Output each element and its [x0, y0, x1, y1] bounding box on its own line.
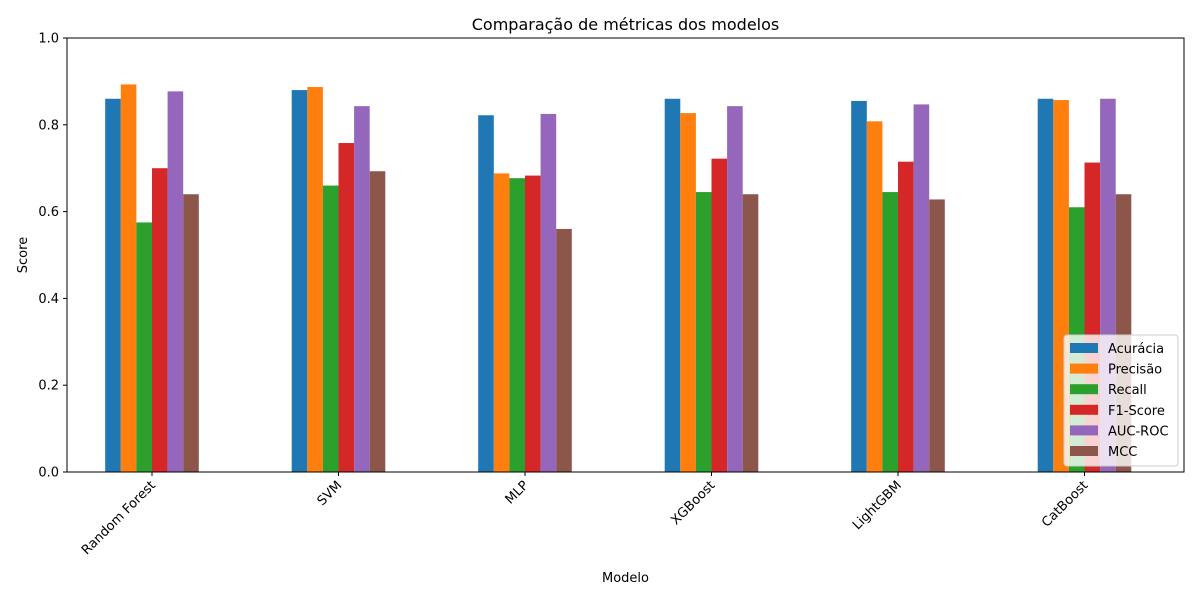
bar-acur-cia-xgboost [664, 98, 681, 472]
legend-swatch [1070, 404, 1098, 415]
bar-acur-cia-lightgbm [851, 100, 867, 473]
y-tick-label: 0.4 [38, 292, 59, 307]
bar-acur-cia-random-forest [105, 98, 121, 472]
bar-f1-score-svm [338, 143, 355, 472]
bar-recall-svm [322, 185, 339, 472]
bar-acur-cia-mlp [478, 115, 494, 472]
plot-area-frame [66, 37, 1185, 473]
x-tick-label: CatBoost [1039, 478, 1091, 530]
bar-auc-roc-svm [354, 106, 370, 472]
bar-f1-score-xgboost [711, 158, 728, 472]
legend-label: Precisão [1108, 363, 1162, 378]
legend-swatch [1070, 343, 1098, 353]
legend-swatch [1070, 384, 1098, 395]
x-axis: Random Forest SVM MLP XGBoost LightGBM CatBoo… [79, 472, 1091, 558]
legend-label: Acurácia [1108, 342, 1164, 357]
bar-mcc-lightgbm [929, 199, 945, 472]
legend-label: Recall [1108, 383, 1147, 398]
bar-f1-score-lightgbm [898, 161, 914, 472]
y-axis-label: Score [16, 237, 31, 273]
bar-acur-cia-svm [291, 90, 308, 472]
x-tick-label: MLP [503, 478, 532, 507]
bar-acur-cia-catboost [1037, 98, 1054, 472]
bar-precis-o-svm [307, 87, 323, 472]
y-axis: 0.0 0.2 0.4 0.6 0.8 1.0 [38, 32, 67, 481]
legend-label: AUC-ROC [1108, 424, 1169, 439]
chart-title: Comparação de métricas dos modelos [472, 15, 780, 34]
bar-mcc-random-forest [183, 194, 199, 473]
legend-label: MCC [1108, 445, 1137, 460]
x-tick-label: XGBoost [668, 478, 718, 528]
bar-auc-roc-mlp [540, 113, 557, 472]
bar-auc-roc-random-forest [167, 91, 184, 472]
y-tick-label: 0.8 [38, 118, 59, 133]
y-tick-label: 0.0 [38, 466, 59, 481]
x-axis-label: Modelo [602, 571, 649, 586]
bar-mcc-svm [369, 171, 386, 473]
x-tick-label: Random Forest [79, 478, 159, 558]
x-tick-label: LightGBM [850, 478, 905, 533]
bar-precis-o-random-forest [120, 84, 137, 472]
bar-recall-random-forest [136, 222, 152, 472]
bar-mcc-mlp [556, 228, 572, 472]
legend: Acurácia Precisão Recall F1-Score AUC-ROC MCC [1063, 334, 1179, 467]
legend-swatch [1070, 446, 1098, 456]
bar-mcc-xgboost [742, 194, 759, 473]
bar-auc-roc-lightgbm [913, 104, 930, 473]
bar-precis-o-mlp [493, 173, 510, 472]
legend-swatch [1070, 425, 1098, 436]
bar-precis-o-lightgbm [866, 121, 883, 472]
y-tick-label: 1.0 [38, 32, 59, 47]
bar-auc-roc-xgboost [727, 106, 743, 472]
bar-recall-xgboost [695, 192, 712, 472]
bar-recall-lightgbm [882, 192, 898, 472]
bar-recall-mlp [509, 178, 525, 472]
legend-swatch [1070, 363, 1098, 374]
y-tick-label: 0.6 [38, 205, 59, 220]
x-tick-label: SVM [315, 478, 346, 509]
bar-f1-score-random-forest [152, 168, 168, 472]
y-tick-label: 0.2 [38, 379, 59, 394]
legend-label: F1-Score [1108, 404, 1165, 419]
bars-group [105, 84, 1132, 473]
bar-f1-score-mlp [525, 175, 541, 472]
bar-precis-o-xgboost [680, 113, 696, 472]
